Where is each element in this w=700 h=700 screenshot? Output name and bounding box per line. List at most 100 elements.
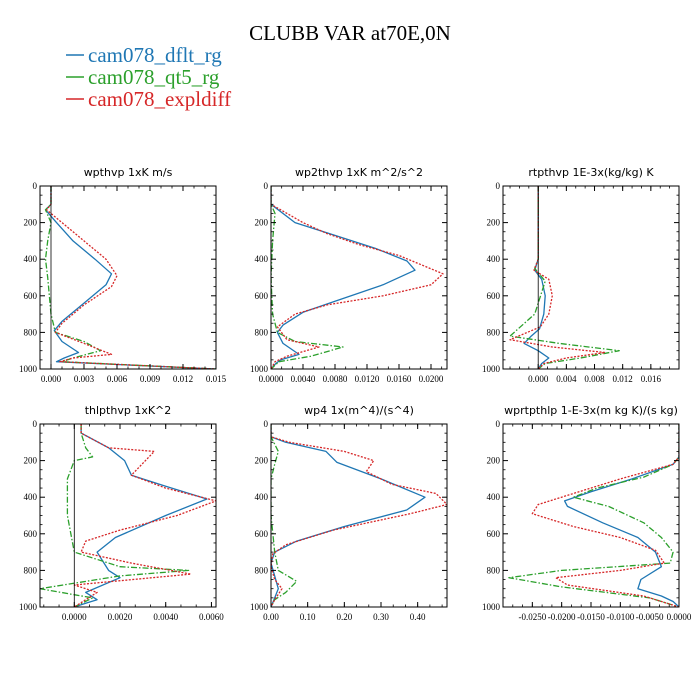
y-tick-label: 1000 bbox=[482, 364, 501, 374]
series-line-cam078_expldiff bbox=[271, 186, 444, 369]
panel-title: wpthvp 1xK m/s bbox=[84, 166, 173, 179]
x-tick-label: -0.0050 bbox=[636, 612, 664, 622]
y-tick-label: 600 bbox=[487, 291, 501, 301]
panel-title: rtpthvp 1E-3x(kg/kg) K bbox=[528, 166, 654, 179]
panel-title: wp2thvp 1xK m^2/s^2 bbox=[295, 166, 423, 179]
y-tick-label: 400 bbox=[487, 492, 501, 502]
y-tick-label: 1000 bbox=[250, 364, 269, 374]
x-tick-label: 0.0160 bbox=[387, 374, 412, 384]
x-tick-label: 0.012 bbox=[613, 374, 633, 384]
series-line-cam078_qt5_rg bbox=[271, 424, 298, 607]
y-tick-label: 200 bbox=[487, 456, 501, 466]
y-tick-label: 800 bbox=[487, 565, 501, 575]
y-tick-label: 200 bbox=[24, 456, 38, 466]
y-tick-label: 800 bbox=[24, 565, 38, 575]
y-tick-label: 800 bbox=[255, 327, 269, 337]
legend-label-qt5: cam078_qt5_rg bbox=[88, 65, 220, 89]
panel-title: wp4 1x(m^4)/(s^4) bbox=[304, 404, 414, 417]
y-tick-label: 400 bbox=[24, 492, 38, 502]
y-tick-label: 0 bbox=[33, 181, 38, 191]
y-tick-label: 400 bbox=[24, 254, 38, 264]
series-line-cam078_dflt_rg bbox=[563, 424, 679, 607]
y-tick-label: 0 bbox=[264, 419, 269, 429]
x-tick-label: 0.00 bbox=[263, 612, 279, 622]
series-line-cam078_expldiff bbox=[73, 424, 216, 607]
series-line-cam078_dflt_rg bbox=[74, 424, 208, 607]
x-tick-label: 0.0000 bbox=[62, 612, 87, 622]
x-tick-label: 0.004 bbox=[556, 374, 577, 384]
plot-frame bbox=[39, 185, 217, 370]
x-tick-label: -0.0250 bbox=[518, 612, 546, 622]
x-tick-label: 0.0000 bbox=[667, 612, 692, 622]
y-tick-label: 1000 bbox=[250, 602, 269, 612]
x-tick-label: 0.016 bbox=[641, 374, 662, 384]
legend: cam078_dflt_rg cam078_qt5_rg cam078_expl… bbox=[66, 43, 231, 111]
x-tick-label: -0.0200 bbox=[548, 612, 576, 622]
series-group bbox=[40, 424, 216, 607]
y-tick-label: 1000 bbox=[19, 364, 38, 374]
panel-title: wprtpthlp 1-E-3x(m kg K)/(s kg) bbox=[504, 404, 678, 417]
y-tick-label: 400 bbox=[255, 254, 269, 264]
y-tick-label: 0 bbox=[33, 419, 38, 429]
figure-title: CLUBB VAR at70E,0N bbox=[249, 21, 451, 45]
x-tick-label: 0.40 bbox=[410, 612, 426, 622]
series-line-cam078_qt5_rg bbox=[44, 186, 216, 369]
plot-frame bbox=[270, 423, 448, 608]
x-tick-label: 0.10 bbox=[300, 612, 316, 622]
y-tick-label: 0 bbox=[496, 419, 501, 429]
x-tick-label: -0.0150 bbox=[577, 612, 605, 622]
panel-4: thlpthvp 1xK^2 0 200 400 600 800 1000 0.0000 0.0… bbox=[19, 404, 224, 622]
y-tick-label: 400 bbox=[255, 492, 269, 502]
y-tick-label: 0 bbox=[496, 181, 501, 191]
x-tick-label: 0.0120 bbox=[355, 374, 380, 384]
x-tick-label: 0.0000 bbox=[259, 374, 284, 384]
x-tick-label: 0.006 bbox=[107, 374, 128, 384]
x-tick-label: 0.008 bbox=[584, 374, 605, 384]
x-tick-label: 0.0080 bbox=[323, 374, 348, 384]
series-group bbox=[271, 186, 444, 369]
y-tick-label: 600 bbox=[255, 291, 269, 301]
series-line-cam078_qt5_rg bbox=[40, 424, 190, 607]
y-tick-label: 1000 bbox=[482, 602, 501, 612]
x-tick-label: 0.0040 bbox=[153, 612, 178, 622]
y-tick-label: 200 bbox=[487, 218, 501, 228]
y-tick-label: 1000 bbox=[19, 602, 38, 612]
y-tick-label: 0 bbox=[264, 181, 269, 191]
plot-frame bbox=[39, 423, 217, 608]
y-tick-label: 800 bbox=[24, 327, 38, 337]
series-line-cam078_dflt_rg bbox=[271, 424, 426, 607]
panel-3: rtpthvp 1E-3x(kg/kg) K 0 200 400 600 800 1000 0… bbox=[482, 166, 680, 384]
plot-frame bbox=[502, 423, 680, 608]
series-line-cam078_expldiff bbox=[271, 424, 447, 607]
legend-label-dflt: cam078_dflt_rg bbox=[88, 43, 222, 67]
plot-frame bbox=[502, 185, 680, 370]
panel-2: wp2thvp 1xK m^2/s^2020040060080010000.00… bbox=[250, 166, 448, 384]
series-line-cam078_qt5_rg bbox=[508, 424, 679, 607]
x-tick-label: -0.0100 bbox=[606, 612, 634, 622]
y-tick-label: 200 bbox=[24, 218, 38, 228]
x-tick-label: 0.0040 bbox=[291, 374, 316, 384]
x-tick-label: 0.20 bbox=[336, 612, 352, 622]
series-group bbox=[508, 424, 679, 607]
x-tick-label: 0.003 bbox=[74, 374, 95, 384]
y-tick-label: 600 bbox=[255, 529, 269, 539]
series-line-cam078_expldiff bbox=[531, 424, 679, 607]
y-tick-label: 600 bbox=[487, 529, 501, 539]
x-tick-label: 0.000 bbox=[528, 374, 549, 384]
x-tick-label: 0.0060 bbox=[199, 612, 224, 622]
series-line-cam078_expldiff bbox=[509, 186, 606, 369]
y-tick-label: 200 bbox=[255, 218, 269, 228]
series-line-cam078_expldiff bbox=[45, 186, 216, 369]
x-tick-label: 0.30 bbox=[373, 612, 389, 622]
y-tick-label: 200 bbox=[255, 456, 269, 466]
panel-title: thlpthvp 1xK^2 bbox=[85, 404, 172, 417]
x-tick-label: 0.015 bbox=[206, 374, 227, 384]
y-tick-label: 600 bbox=[24, 529, 38, 539]
series-group bbox=[271, 424, 447, 607]
x-tick-label: 0.000 bbox=[41, 374, 62, 384]
x-tick-label: 0.012 bbox=[173, 374, 193, 384]
series-group bbox=[509, 186, 620, 369]
